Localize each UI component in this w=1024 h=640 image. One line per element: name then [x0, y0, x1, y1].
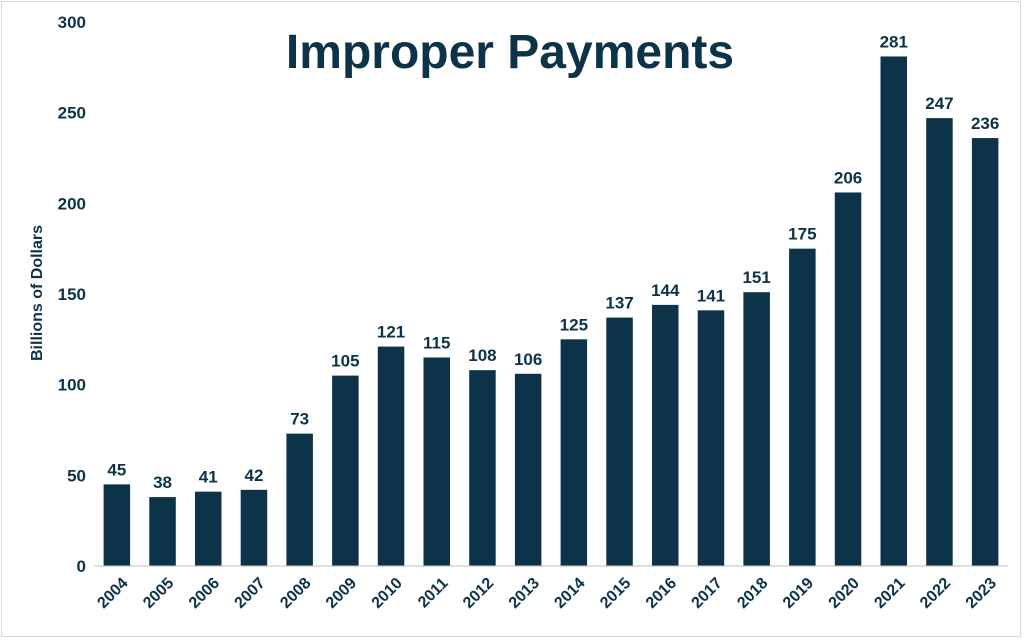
x-tick-label: 2008 — [277, 575, 314, 612]
x-tick-label: 2004 — [94, 575, 131, 612]
data-labels: 45 38 41 42 73 105 121 115 108 106 125 137 144 141 151… — [107, 32, 999, 492]
x-tick-label: 2010 — [369, 575, 406, 612]
x-tick-label: 2020 — [826, 575, 863, 612]
x-tick-label: 2005 — [140, 575, 177, 612]
bar — [469, 370, 496, 566]
bar — [743, 292, 770, 566]
x-tick-label: 2006 — [186, 575, 223, 612]
bar — [149, 497, 176, 566]
bar — [880, 56, 908, 566]
x-tick-label: 2019 — [780, 575, 817, 612]
data-label: 125 — [560, 315, 588, 334]
bar — [926, 118, 953, 567]
data-label: 121 — [377, 323, 405, 342]
chart-title: Improper Payments — [286, 26, 734, 79]
x-tick-label: 2014 — [551, 575, 588, 612]
x-tick-label: 2012 — [460, 575, 497, 612]
data-label: 108 — [468, 346, 496, 365]
data-label: 247 — [925, 94, 953, 113]
data-label: 281 — [880, 32, 908, 51]
x-tick-label: 2023 — [963, 575, 1000, 612]
x-tick-label: 2013 — [506, 575, 543, 612]
x-tick-label: 2009 — [323, 575, 360, 612]
data-label: 175 — [788, 225, 816, 244]
x-tick-label: 2007 — [232, 575, 269, 612]
bar — [560, 339, 588, 566]
y-tick-label: 250 — [58, 104, 86, 123]
x-tick-label: 2016 — [643, 575, 680, 612]
y-tick-label: 300 — [58, 13, 86, 32]
bars — [103, 56, 999, 567]
x-tick-label: 2017 — [689, 575, 726, 612]
data-label: 73 — [290, 410, 309, 429]
data-label: 115 — [423, 333, 450, 352]
data-label: 106 — [514, 350, 542, 369]
bar — [971, 138, 999, 566]
bar — [103, 484, 131, 566]
bar — [697, 310, 725, 566]
data-label: 137 — [605, 294, 633, 313]
data-label: 144 — [651, 281, 680, 300]
x-tick-label: 2022 — [917, 575, 954, 612]
bar — [606, 317, 633, 566]
bar — [514, 373, 542, 566]
data-label: 151 — [742, 268, 770, 287]
x-tick-label: 2011 — [415, 575, 452, 612]
y-tick-label: 100 — [58, 376, 86, 395]
x-tick-label: 2015 — [597, 575, 634, 612]
bar — [789, 248, 816, 566]
bar — [651, 304, 679, 566]
x-tick-label: 2021 — [871, 575, 908, 612]
data-label: 42 — [244, 466, 263, 485]
bar — [332, 375, 359, 566]
data-label: 45 — [107, 460, 126, 479]
x-axis: 2004 2005 2006 2007 2008 2009 2010 2011 2012 2013… — [94, 575, 1000, 612]
data-label: 236 — [971, 114, 999, 133]
data-label: 105 — [331, 352, 359, 371]
bar — [286, 433, 313, 566]
bar — [423, 357, 451, 566]
y-tick-label: 0 — [77, 557, 86, 576]
data-label: 141 — [697, 286, 725, 305]
y-axis: 0 50 100 150 200 250 300 — [58, 13, 86, 576]
bar — [377, 346, 405, 566]
bar — [240, 489, 268, 566]
bar — [834, 192, 862, 566]
data-label: 38 — [153, 473, 172, 492]
data-label: 206 — [834, 168, 862, 187]
y-tick-label: 200 — [58, 194, 86, 213]
data-label: 41 — [199, 468, 218, 487]
y-tick-label: 50 — [67, 466, 86, 485]
y-axis-label: Billions of Dollars — [29, 225, 46, 361]
bar — [194, 491, 222, 566]
x-tick-label: 2018 — [734, 575, 771, 612]
y-tick-label: 150 — [58, 285, 86, 304]
